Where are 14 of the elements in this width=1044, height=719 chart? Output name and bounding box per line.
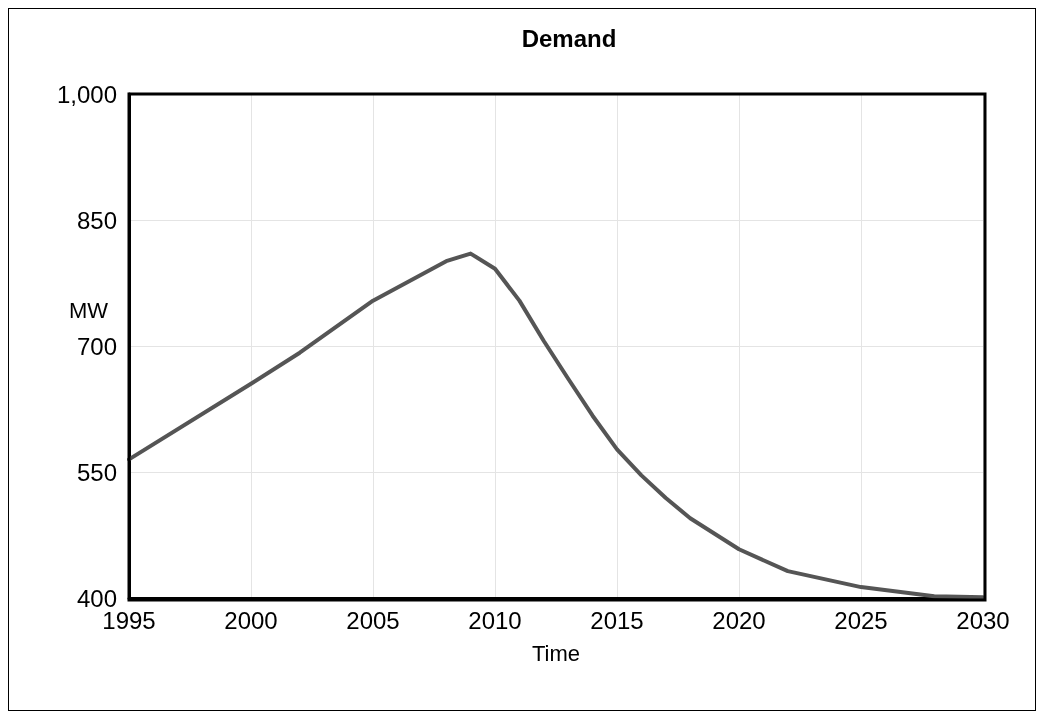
x-tick-label: 2000 <box>224 606 278 634</box>
y-axis-title: MW <box>69 297 109 323</box>
y-tick-label: 550 <box>76 458 117 486</box>
x-tick-label: 2005 <box>346 606 400 634</box>
y-tick-label: 700 <box>76 332 117 360</box>
x-tick-label: 2025 <box>834 606 888 634</box>
y-tick-label: 1,000 <box>56 80 117 108</box>
y-tick-label: 850 <box>76 206 117 234</box>
x-tick-label: 2020 <box>712 606 766 634</box>
x-tick-label: 2030 <box>956 606 1010 634</box>
chart-title: Demand <box>521 24 617 52</box>
x-tick-label: 2015 <box>590 606 644 634</box>
x-tick-label: 2010 <box>468 606 522 634</box>
x-axis-title: Time <box>531 640 581 666</box>
